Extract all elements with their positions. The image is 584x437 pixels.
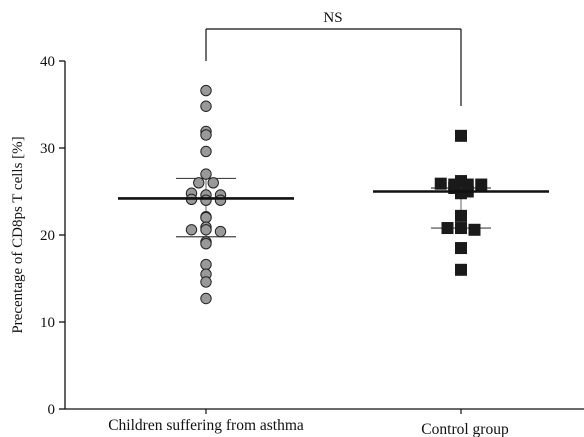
data-point-control: [468, 223, 481, 236]
y-tick-label: 0: [48, 402, 56, 418]
y-ticks: 0 10 20 30 40: [40, 54, 462, 418]
y-tick-label: 10: [40, 315, 55, 331]
x-category-label-asthma: Children suffering from asthma: [108, 417, 304, 434]
data-point-asthma: [200, 145, 212, 158]
y-tick-label: 40: [40, 54, 55, 70]
axes: [64, 61, 584, 410]
data-point-asthma: [193, 177, 205, 189]
data-point-control: [434, 177, 447, 190]
data-point-asthma: [214, 225, 227, 238]
data-point-asthma: [200, 168, 212, 180]
data-point-control: [455, 209, 467, 222]
data-point-control: [455, 242, 467, 255]
data-point-control: [455, 129, 467, 142]
data-point-control: [455, 222, 467, 235]
significance-label: NS: [323, 10, 342, 26]
y-tick-label: 20: [40, 228, 55, 244]
data-point-asthma: [200, 258, 212, 271]
plot-area: [118, 84, 549, 305]
data-point-asthma: [200, 84, 212, 97]
data-point-asthma: [200, 129, 212, 141]
data-point-asthma: [200, 224, 212, 236]
data-point-asthma: [185, 224, 198, 236]
data-point-asthma: [207, 177, 219, 189]
data-point-asthma: [200, 238, 212, 250]
significance-bracket: NS: [205, 10, 462, 106]
data-point-asthma: [200, 211, 212, 224]
data-point-asthma: [214, 194, 227, 206]
data-point-asthma: [200, 276, 212, 288]
data-point-control: [441, 222, 454, 235]
data-point-control: [455, 187, 467, 200]
data-point-control: [475, 178, 488, 191]
x-category-label-control: Control group: [421, 421, 509, 437]
data-point-asthma: [200, 194, 212, 206]
y-axis-label: Precentage of CD8ps T cells [%]: [10, 136, 26, 333]
data-point-asthma: [200, 292, 212, 305]
data-point-control: [455, 263, 467, 276]
data-point-asthma: [200, 100, 212, 112]
y-tick-label: 30: [40, 141, 55, 157]
